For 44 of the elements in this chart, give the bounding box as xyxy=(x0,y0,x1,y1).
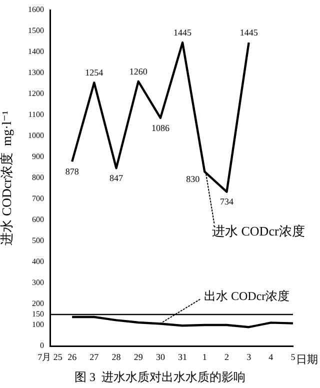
data-label: 1445 xyxy=(240,27,258,38)
y-tick-label: 0 xyxy=(40,341,44,350)
x-tick-label: 31 xyxy=(178,352,188,362)
data-label: 1260 xyxy=(129,66,148,76)
y-tick-label: 600 xyxy=(32,215,44,224)
x-tick-label: 26 xyxy=(68,352,78,362)
y-tick-label: 300 xyxy=(32,278,44,288)
x-tick-label: 3 xyxy=(246,352,252,362)
y-tick-label: 1400 xyxy=(28,47,44,56)
x-tick-label: 2 xyxy=(224,352,229,362)
x-tick-label: 27 xyxy=(90,352,100,362)
y-tick-label: 1600 xyxy=(28,5,44,14)
y-tick-label: 200 xyxy=(32,299,44,308)
caption: 图 3 进水水质对出水水质的影响 xyxy=(74,370,246,384)
x-axis-title: 日期 xyxy=(296,354,318,366)
x-tick-label: 4 xyxy=(268,352,274,362)
data-label: 734 xyxy=(220,196,234,207)
y-tick-label: 100 xyxy=(32,320,44,330)
y-tick-label: 1100 xyxy=(28,110,44,120)
x-tick-label: 5 xyxy=(290,352,296,362)
y-tick-label: 1200 xyxy=(28,89,44,98)
y-tick-label: 900 xyxy=(32,152,44,162)
y-tick-label: 1300 xyxy=(28,68,44,78)
y-tick-label: 1500 xyxy=(28,26,44,36)
data-label: 830 xyxy=(186,174,200,184)
y-tick-label: 500 xyxy=(32,236,44,246)
y-tick-label: 800 xyxy=(32,173,44,182)
data-label: 847 xyxy=(110,172,124,183)
y-tick-label: 400 xyxy=(32,257,44,266)
data-label: 1445 xyxy=(174,27,192,38)
data-label: 1086 xyxy=(151,122,170,133)
x-tick-label: 1 xyxy=(202,352,207,362)
y-tick-label: 700 xyxy=(32,194,44,204)
y-tick-label: 1000 xyxy=(28,131,44,140)
x-tick-label: 7月 25 xyxy=(38,352,63,362)
x-tick-label: 30 xyxy=(156,352,166,362)
annotation: 出水 CODcr浓度 xyxy=(204,289,290,304)
annotation: 进水 CODcr浓度 xyxy=(212,223,305,238)
x-tick-label: 29 xyxy=(134,352,144,362)
data-label: 878 xyxy=(65,166,80,176)
x-tick-label: 28 xyxy=(112,352,122,362)
y-tick-label: 150 xyxy=(32,310,44,319)
data-label: 1254 xyxy=(85,68,104,78)
y-axis-title: 进水 CODcr浓度 mg·l⁻¹ xyxy=(0,110,14,246)
